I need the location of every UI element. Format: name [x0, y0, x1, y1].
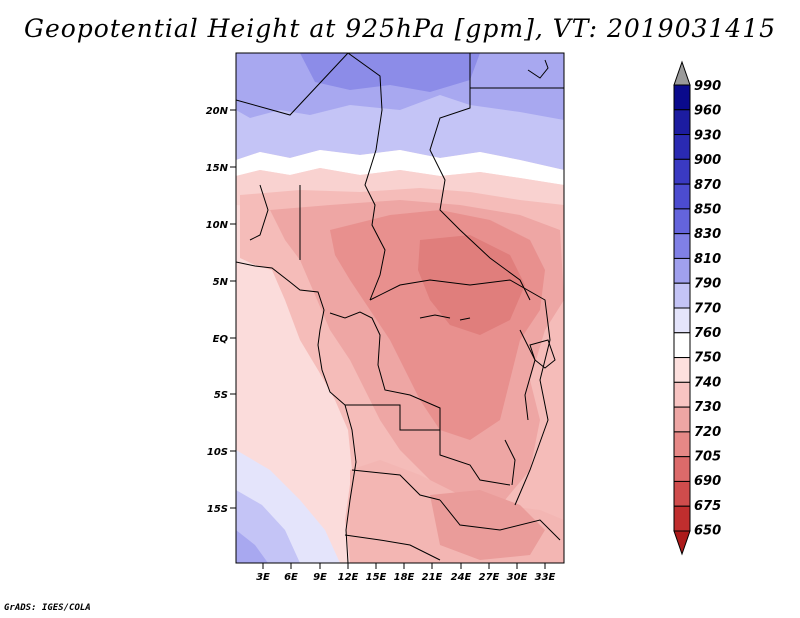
border-sudan-egypt	[429, 53, 531, 301]
lon-label: 27E	[479, 572, 500, 583]
south-dark	[430, 490, 545, 560]
lat-label: 10S	[207, 447, 228, 458]
colorbar-label: 790	[694, 277, 721, 292]
border-chad-sudan	[347, 53, 386, 301]
lat-label: 20N	[206, 106, 229, 117]
sw-deep-blue	[236, 530, 268, 563]
colorbar-label: 900	[694, 153, 721, 168]
lon-label: 21E	[422, 572, 443, 583]
colorbar-swatch	[673, 431, 691, 458]
border-drc-west	[329, 311, 511, 486]
lat-label: 15N	[206, 163, 229, 174]
lon-label: 6E	[284, 572, 298, 583]
colorbar-top-arrow	[673, 60, 691, 86]
colorbar-label: 690	[694, 474, 721, 489]
colorbar-label: 675	[694, 499, 721, 514]
lake-victoria	[529, 339, 556, 369]
lon-label: 18E	[394, 572, 415, 583]
colorbar-label: 990	[694, 79, 721, 94]
lat-label: 5N	[213, 277, 229, 288]
border-niger	[236, 53, 349, 116]
colorbar-label: 740	[694, 375, 721, 390]
lon-axis: 3E 6E 9E 12E 15E 18E 21E 24E 27E 30E 33E	[256, 563, 556, 583]
lake-tanganyika	[519, 329, 536, 421]
lon-label: 33E	[535, 572, 556, 583]
colorbar-label: 870	[694, 178, 721, 193]
lon-label: 3E	[256, 572, 270, 583]
colorbar-swatch	[673, 208, 691, 235]
colorbar-label: 750	[694, 351, 721, 366]
colorbar-label: 960	[694, 104, 721, 119]
border-namibia	[344, 534, 441, 561]
river-congo-2	[459, 317, 471, 321]
lon-label: 12E	[338, 572, 359, 583]
border-zambia-south	[439, 499, 561, 541]
river-congo-1	[419, 314, 451, 319]
geopotential-field	[236, 53, 564, 563]
colorbar-label: 930	[694, 128, 721, 143]
grads-credit: GrADS: IGES/COLA	[4, 603, 91, 613]
lat-label: 10N	[206, 220, 229, 231]
colorbar-swatch	[673, 357, 691, 383]
colorbar-label: 830	[694, 227, 721, 242]
colorbar-swatch	[673, 158, 691, 185]
colorbar-swatch	[673, 183, 691, 210]
colorbar-label: 720	[694, 425, 721, 440]
colorbar-label: 850	[694, 203, 721, 218]
colorbar-swatch	[673, 381, 691, 408]
colorbar-swatch	[673, 480, 691, 507]
border-nigeria	[249, 184, 269, 241]
colorbar-label: 770	[694, 301, 721, 316]
lat-label: EQ	[213, 334, 229, 345]
coastline	[236, 261, 357, 563]
coastlines-borders	[236, 53, 564, 563]
colorbar-swatch	[673, 332, 691, 359]
colorbar-swatch	[673, 257, 691, 284]
colorbar-bottom-arrow	[673, 530, 691, 556]
colorbar-label: 705	[694, 450, 721, 465]
map-title: Geopotential Height at 925hPa [gpm], VT:…	[23, 14, 777, 43]
lat-axis: 20N 15N 10N 5N EQ 5S 10S 15S	[206, 106, 236, 515]
colorbar-swatch	[673, 456, 691, 482]
colorbar-label: 810	[694, 252, 721, 267]
lon-label: 9E	[313, 572, 327, 583]
colorbar-swatch	[673, 84, 691, 111]
border-angola-drc	[345, 404, 440, 431]
lat-label: 15S	[207, 504, 228, 515]
colorbar: 990 960 930 900 870 850 830 810 790 770 …	[673, 60, 721, 556]
colorbar-swatch	[673, 134, 691, 160]
lat-label: 5S	[214, 390, 228, 401]
colorbar-swatch	[673, 109, 691, 136]
colorbar-label: 650	[694, 524, 721, 539]
border-drc-east	[369, 279, 551, 506]
colorbar-swatch	[673, 233, 691, 259]
lon-label: 30E	[507, 572, 528, 583]
map-frame	[235, 52, 565, 564]
lake-malawi	[504, 439, 516, 486]
lon-label: 15E	[366, 572, 387, 583]
sahara-deep-blue	[300, 53, 480, 92]
colorbar-label: 730	[694, 400, 721, 415]
nile-delta	[527, 59, 549, 79]
lon-label: 24E	[451, 572, 472, 583]
colorbar-swatch	[673, 282, 691, 309]
colorbar-swatch	[673, 406, 691, 433]
colorbar-swatch	[673, 505, 691, 532]
colorbar-swatch	[673, 307, 691, 334]
border-angola-zambia	[351, 469, 441, 501]
white-band	[236, 150, 564, 185]
colorbar-label: 760	[694, 326, 721, 341]
